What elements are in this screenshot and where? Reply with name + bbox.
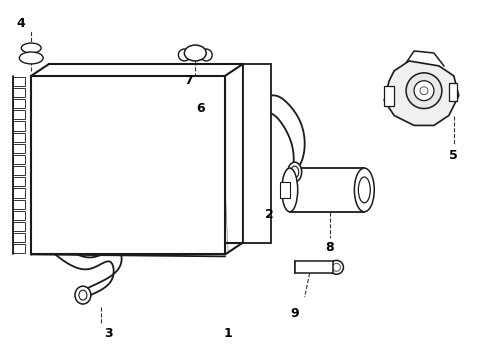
Bar	[13, 177, 25, 186]
Ellipse shape	[75, 286, 91, 304]
Bar	[449, 83, 457, 100]
Bar	[13, 155, 25, 164]
Text: 8: 8	[325, 241, 334, 254]
Bar	[13, 199, 25, 209]
Text: 4: 4	[17, 17, 25, 30]
Ellipse shape	[354, 168, 374, 212]
Ellipse shape	[184, 45, 206, 61]
Bar	[13, 166, 25, 175]
Bar	[13, 188, 25, 198]
Bar	[13, 222, 25, 231]
Bar	[384, 86, 394, 105]
Circle shape	[406, 73, 442, 109]
Bar	[13, 144, 25, 153]
Bar	[13, 244, 25, 253]
Ellipse shape	[291, 166, 299, 178]
Bar	[13, 233, 25, 242]
Bar	[290, 168, 365, 212]
Text: 2: 2	[266, 208, 274, 221]
Text: 6: 6	[196, 102, 204, 115]
Text: 1: 1	[224, 327, 232, 340]
Ellipse shape	[19, 52, 43, 64]
Bar	[13, 211, 25, 220]
Bar	[31, 76, 225, 255]
Ellipse shape	[79, 290, 87, 300]
Bar	[13, 88, 25, 97]
Text: 3: 3	[104, 327, 113, 340]
Text: 5: 5	[449, 149, 458, 162]
Bar	[13, 99, 25, 108]
Bar	[13, 121, 25, 131]
Ellipse shape	[282, 168, 298, 212]
Polygon shape	[384, 61, 459, 125]
Bar	[13, 110, 25, 120]
Ellipse shape	[288, 162, 302, 182]
Bar	[280, 182, 290, 198]
Text: 9: 9	[291, 307, 299, 320]
Ellipse shape	[21, 43, 41, 53]
Text: 7: 7	[184, 74, 193, 87]
Bar	[294, 261, 333, 273]
Bar	[13, 77, 25, 86]
Bar	[243, 64, 271, 243]
Ellipse shape	[358, 177, 370, 203]
Bar	[13, 132, 25, 142]
Circle shape	[414, 81, 434, 100]
